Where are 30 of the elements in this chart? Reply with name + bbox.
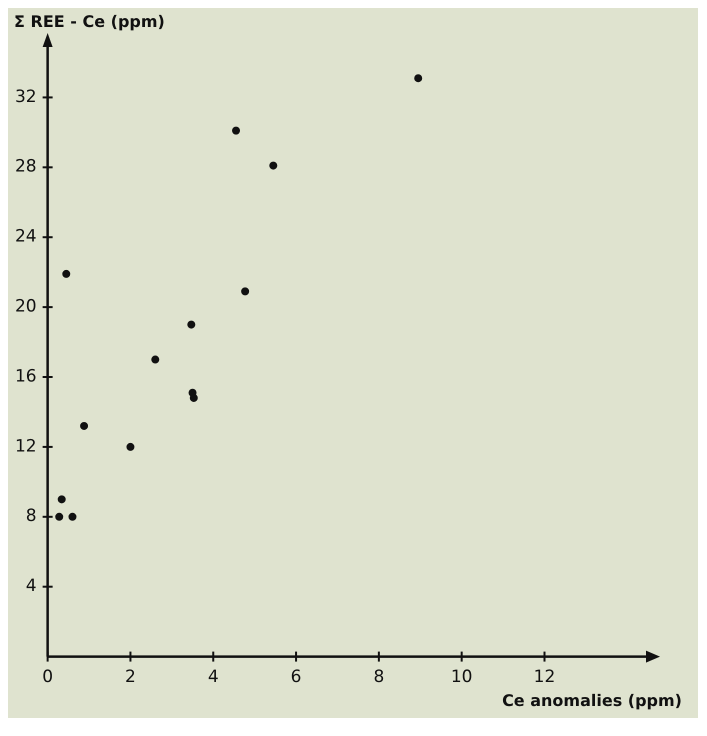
y-tick-label: 20 xyxy=(14,296,37,317)
x-axis-title: Ce anomalies (ppm) xyxy=(501,691,683,712)
point xyxy=(269,162,278,170)
x-tick-label: 0 xyxy=(42,667,54,688)
y-tick-label: 4 xyxy=(26,576,37,596)
y-tick-label: 24 xyxy=(14,226,37,247)
y-tick-label: 12 xyxy=(14,436,37,456)
x-tick-label: 12 xyxy=(534,667,556,688)
x-tick-label: 4 xyxy=(208,667,219,688)
point xyxy=(187,320,196,329)
point xyxy=(68,512,76,521)
x-tick-label: 10 xyxy=(450,667,472,688)
point xyxy=(62,270,70,278)
point xyxy=(80,422,88,430)
point xyxy=(55,512,64,521)
x-tick-label: 8 xyxy=(373,667,384,688)
point xyxy=(414,74,422,82)
point xyxy=(190,394,198,402)
y-tick-label: 32 xyxy=(14,86,37,107)
point xyxy=(241,287,250,296)
point xyxy=(58,495,66,504)
y-axis-title: Σ REE - Ce (ppm) xyxy=(13,11,166,31)
point xyxy=(151,356,160,364)
x-tick-label: 2 xyxy=(125,667,136,688)
x-tick-label: 6 xyxy=(290,667,302,688)
point xyxy=(232,126,240,135)
point xyxy=(126,442,134,451)
y-tick-label: 28 xyxy=(14,156,37,177)
y-tick-label: 8 xyxy=(26,506,37,526)
y-tick-label: 16 xyxy=(14,366,37,386)
